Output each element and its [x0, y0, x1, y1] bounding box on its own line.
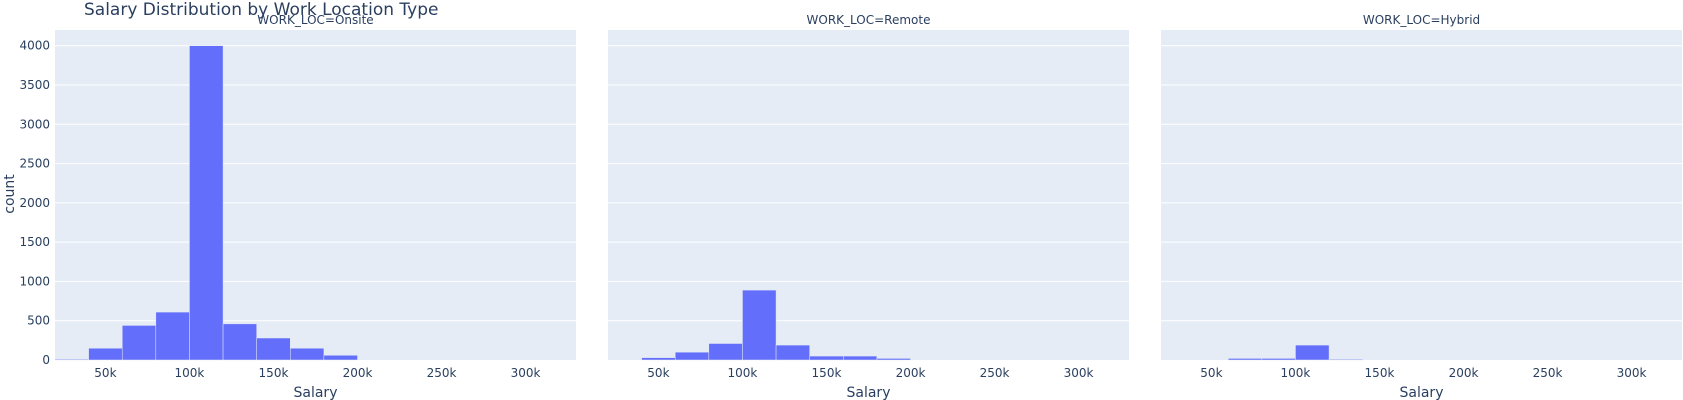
y-tick-2: 1000: [19, 274, 50, 288]
x-tick-onsite-2: 150k: [259, 366, 289, 380]
bars-onsite: [54, 45, 358, 361]
bar-onsite-2: [121, 325, 157, 361]
plot-area-remote: [608, 30, 1129, 360]
facet-remote: WORK_LOC=Remote 50k 100k 150k 200k 250k 300k …: [608, 13, 1129, 400]
x-tick-onsite-4: 250k: [427, 366, 457, 380]
x-ticks-remote: 50k 100k 150k 200k 250k 300k: [647, 366, 1093, 380]
bar-remote-6: [809, 355, 844, 361]
y-tick-5: 2500: [19, 157, 50, 171]
bar-remote-1: [641, 357, 676, 361]
y-axis-title: count: [2, 174, 18, 214]
x-tick-remote-3: 200k: [896, 366, 926, 380]
x-tick-hybrid-1: 100k: [1281, 366, 1311, 380]
x-axis-title-onsite: Salary: [294, 385, 338, 400]
facet-title-remote: WORK_LOC=Remote: [807, 13, 931, 27]
x-tick-hybrid-5: 300k: [1617, 366, 1647, 380]
bar-remote-8: [876, 358, 911, 361]
facet-onsite: WORK_LOC=Onsite 50k 100k 150k 200k 250k 300k …: [19, 13, 576, 400]
y-tick-8: 4000: [19, 39, 50, 53]
bars-remote: [641, 289, 911, 361]
y-tick-4: 2000: [19, 196, 50, 210]
bar-onsite-1: [88, 347, 123, 361]
x-tick-remote-0: 50k: [647, 366, 669, 380]
x-tick-remote-2: 150k: [812, 366, 842, 380]
gridlines-remote: [608, 45, 1129, 322]
bar-hybrid-4: [1295, 344, 1330, 361]
x-tick-onsite-3: 200k: [343, 366, 373, 380]
gridlines-hybrid: [1161, 45, 1682, 322]
x-tick-remote-1: 100k: [728, 366, 758, 380]
x-tick-onsite-1: 100k: [175, 366, 205, 380]
bar-onsite-4: [189, 45, 224, 361]
bar-onsite-0: [54, 358, 89, 361]
y-ticks: 0 500 1000 1500 2000 2500 3000 3500 4000: [19, 39, 50, 367]
x-tick-remote-4: 250k: [980, 366, 1010, 380]
bar-hybrid-2: [1227, 358, 1263, 361]
x-tick-hybrid-3: 200k: [1449, 366, 1479, 380]
x-tick-onsite-0: 50k: [94, 366, 116, 380]
chart-title: Salary Distribution by Work Location Typ…: [84, 0, 438, 20]
bar-onsite-7: [290, 347, 325, 361]
facet-title-onsite: WORK_LOC=Onsite: [257, 13, 373, 27]
bar-onsite-3: [155, 311, 190, 361]
bar-remote-2: [674, 351, 710, 361]
bar-remote-3: [708, 343, 743, 361]
bar-onsite-8: [323, 355, 358, 361]
facet-title-hybrid: WORK_LOC=Hybrid: [1363, 13, 1480, 27]
gridlines-onsite: [55, 45, 576, 322]
x-axis-title-remote: Salary: [847, 385, 891, 400]
bar-hybrid-5: [1328, 358, 1363, 361]
facet-hybrid: WORK_LOC=Hybrid 50k 100k 150k 200k 250k 300k …: [1161, 13, 1682, 400]
x-axis-title-hybrid: Salary: [1400, 385, 1444, 400]
plot-area-onsite: [55, 30, 576, 360]
plot-area-hybrid: [1161, 30, 1682, 360]
y-tick-1: 500: [27, 314, 50, 328]
y-tick-3: 1500: [19, 235, 50, 249]
bar-onsite-6: [256, 337, 291, 361]
bar-remote-4: [742, 289, 777, 361]
y-tick-7: 3500: [19, 78, 50, 92]
x-tick-hybrid-4: 250k: [1533, 366, 1563, 380]
x-ticks-hybrid: 50k 100k 150k 200k 250k 300k: [1200, 366, 1646, 380]
x-tick-remote-5: 300k: [1064, 366, 1094, 380]
bars-hybrid: [1227, 344, 1363, 361]
x-ticks-onsite: 50k 100k 150k 200k 250k 300k: [94, 366, 540, 380]
y-tick-0: 0: [42, 353, 50, 367]
bar-hybrid-3: [1261, 358, 1296, 361]
bar-remote-5: [775, 344, 810, 361]
bar-remote-7: [843, 355, 878, 361]
x-tick-onsite-5: 300k: [511, 366, 541, 380]
x-tick-hybrid-0: 50k: [1200, 366, 1222, 380]
y-tick-6: 3000: [19, 117, 50, 131]
bar-onsite-5: [222, 323, 257, 361]
x-tick-hybrid-2: 150k: [1365, 366, 1395, 380]
